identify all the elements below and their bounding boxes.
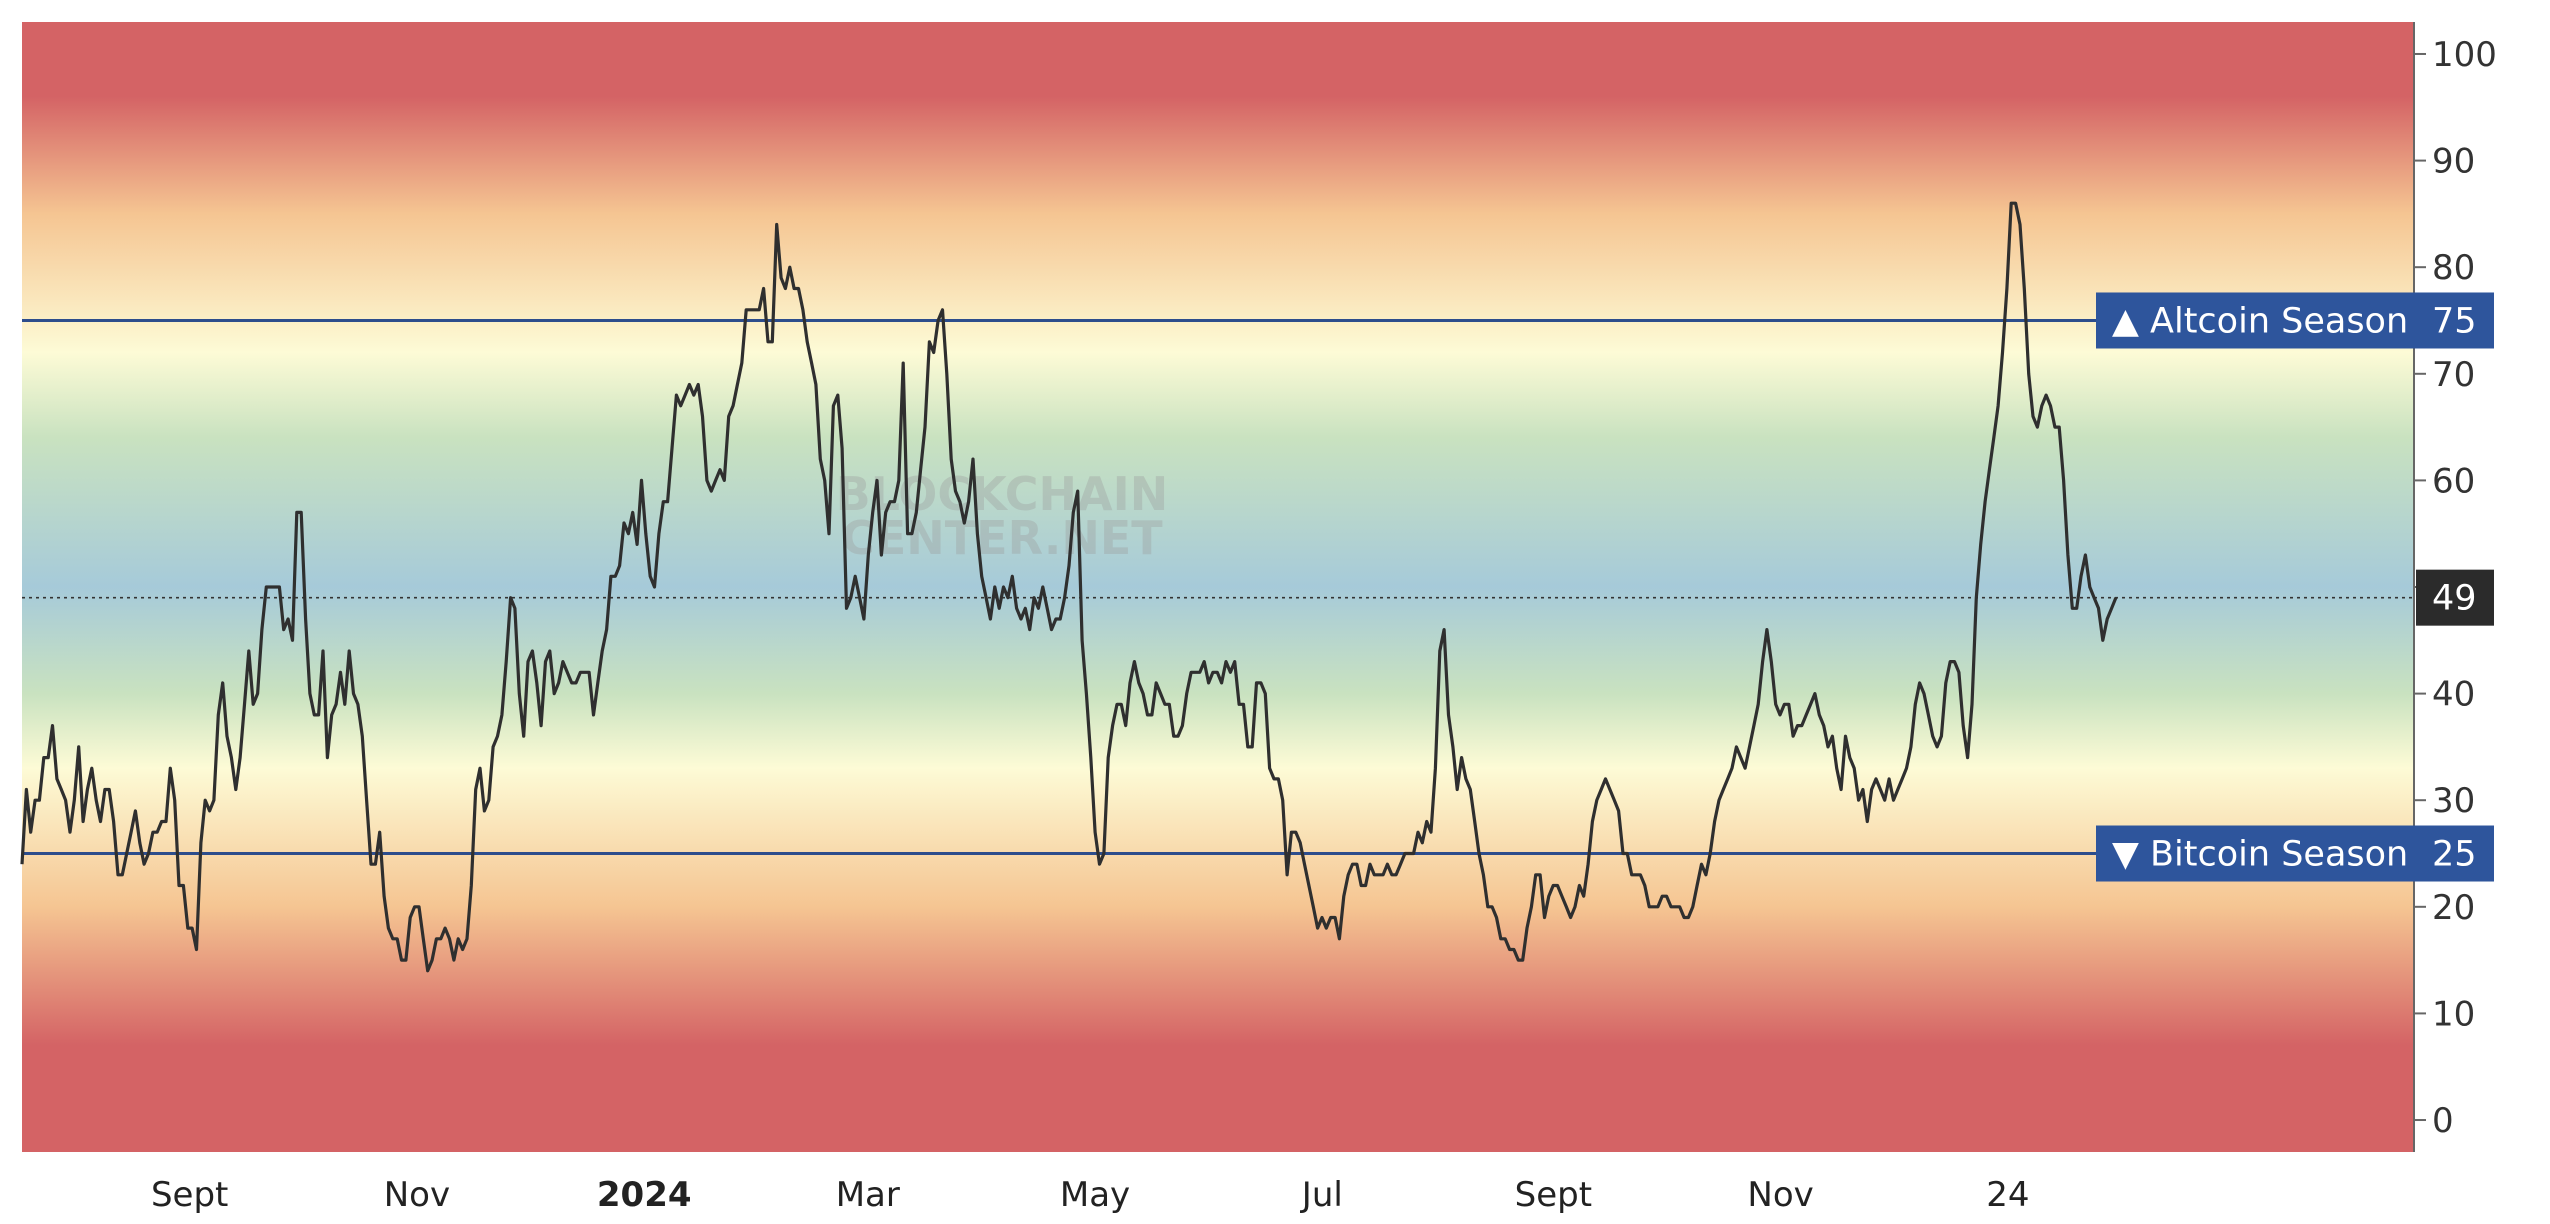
- y-tick-label: 80: [2432, 248, 2475, 288]
- plot-background: [22, 22, 2414, 1152]
- value-badges: ▲ Altcoin Season 75 ▼ Bitcoin Season 25 49: [2096, 292, 2494, 882]
- y-tick-label: 90: [2432, 142, 2475, 182]
- bitcoin-season-badge: [2096, 825, 2494, 882]
- y-tick-label: 0: [2432, 1101, 2454, 1141]
- x-tick-label: Sept: [151, 1175, 228, 1215]
- y-axis: 0102030405060708090100: [2414, 35, 2497, 1141]
- current-value-badge: [2416, 569, 2494, 626]
- current-value-label: 49: [2432, 579, 2477, 619]
- altcoin-season-value: 75: [2432, 301, 2477, 341]
- x-tick-label: 2024: [597, 1175, 692, 1215]
- y-tick-label: 10: [2432, 994, 2475, 1034]
- y-tick-label: 100: [2432, 35, 2497, 75]
- y-tick-label: 60: [2432, 461, 2475, 501]
- x-tick-label: Nov: [384, 1175, 450, 1215]
- x-tick-label: May: [1060, 1175, 1130, 1215]
- y-tick-label: 20: [2432, 888, 2475, 928]
- x-tick-label: Nov: [1747, 1175, 1813, 1215]
- series-line-group: [20, 201, 2118, 973]
- altcoin-season-label: ▲ Altcoin Season: [2112, 301, 2408, 341]
- watermark-text: CENTER.NET: [841, 511, 1163, 565]
- y-tick-label: 40: [2432, 675, 2475, 715]
- y-tick-label: 30: [2432, 781, 2475, 821]
- altcoin-season-badge: [2096, 292, 2494, 349]
- x-tick-label: Mar: [836, 1175, 900, 1215]
- watermark-text: BLOCKCHAIN: [836, 467, 1169, 521]
- series-line: [20, 201, 2118, 973]
- x-tick-label: 24: [1986, 1175, 2029, 1215]
- bitcoin-season-value: 25: [2432, 835, 2477, 875]
- x-tick-label: Jul: [1300, 1175, 1343, 1215]
- reference-lines: [22, 318, 2414, 856]
- bitcoin-season-label: ▼ Bitcoin Season: [2112, 835, 2408, 875]
- y-tick-label: 70: [2432, 355, 2475, 395]
- x-tick-label: Sept: [1515, 1175, 1592, 1215]
- x-axis: Sept Nov 2024 Mar May Jul Sept Nov 24: [151, 1175, 2030, 1215]
